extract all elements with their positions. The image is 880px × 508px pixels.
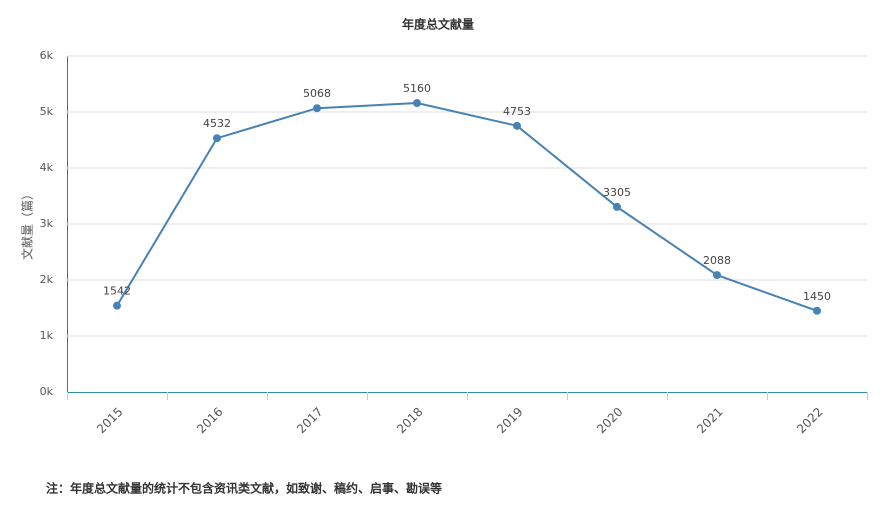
y-axis-label: 文献量（篇） bbox=[20, 188, 35, 260]
x-tick-label: 2015 bbox=[94, 405, 125, 436]
point bbox=[313, 104, 321, 113]
x-tick-label: 2016 bbox=[194, 405, 225, 436]
x-tick-label: 2021 bbox=[694, 405, 725, 436]
chart-title: 年度总文献量 bbox=[402, 17, 474, 32]
point bbox=[513, 121, 521, 130]
line bbox=[116, 102, 818, 312]
data-label: 3305 bbox=[603, 186, 631, 199]
note: 注：年度总文献量的统计不包含资讯类文献，如致谢、稿约、启事、勘误等 bbox=[46, 481, 442, 496]
data-label: 4753 bbox=[503, 105, 531, 118]
x-tick-label: 2018 bbox=[394, 405, 425, 436]
point bbox=[213, 134, 221, 143]
y-tick-label: 6k bbox=[40, 49, 54, 62]
y-tick-label: 1k bbox=[40, 329, 54, 342]
data-label: 5160 bbox=[403, 82, 431, 95]
y-tick-label: 0k bbox=[40, 385, 54, 398]
x-tick-label: 2017 bbox=[294, 405, 325, 436]
y-tick-label: 5k bbox=[40, 105, 54, 118]
y-tick-label: 4k bbox=[40, 161, 54, 174]
data-label: 5068 bbox=[303, 87, 331, 100]
data-label: 1542 bbox=[103, 285, 131, 298]
y-tick-label: 2k bbox=[40, 273, 54, 286]
x-tick-label: 2019 bbox=[494, 405, 525, 436]
data-label: 4532 bbox=[203, 117, 231, 130]
y-tick-label: 3k bbox=[40, 217, 54, 230]
data-label: 2088 bbox=[703, 254, 731, 267]
point bbox=[813, 306, 821, 315]
point bbox=[413, 99, 421, 108]
point bbox=[613, 202, 621, 211]
point bbox=[113, 301, 121, 310]
point bbox=[713, 271, 721, 280]
x-tick-label: 2020 bbox=[594, 405, 625, 436]
x-tick-label: 2022 bbox=[794, 405, 825, 436]
data-label: 1450 bbox=[803, 290, 831, 303]
